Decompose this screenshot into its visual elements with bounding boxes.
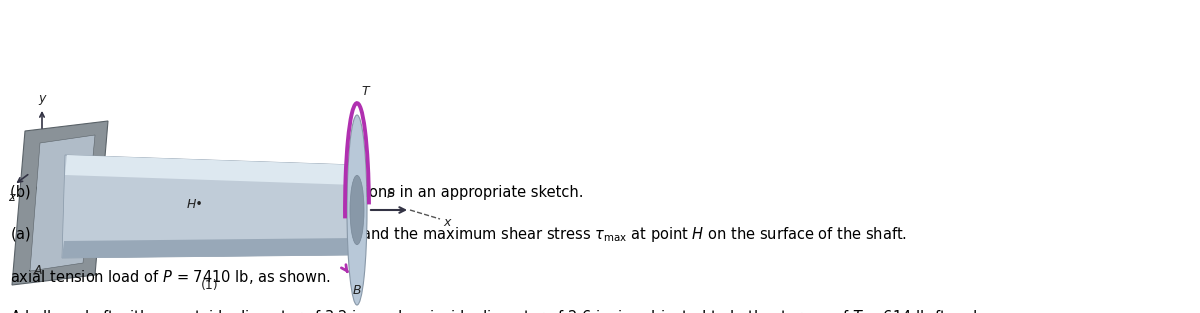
Text: A: A [34, 264, 42, 278]
Text: B: B [353, 284, 361, 297]
Text: T: T [361, 85, 368, 98]
Polygon shape [62, 238, 358, 258]
Text: (1): (1) [202, 279, 218, 291]
Ellipse shape [350, 175, 364, 245]
Text: A hollow shaft with an outside diameter of 3.2 in. and an inside diameter of 2.6: A hollow shaft with an outside diameter … [10, 308, 1001, 313]
Text: x: x [443, 215, 450, 228]
Text: y: y [38, 92, 46, 105]
Text: z: z [7, 191, 14, 204]
Text: (b) Show the stresses of part (a) and their directions in an appropriate sketch.: (b) Show the stresses of part (a) and th… [10, 185, 583, 200]
Ellipse shape [347, 115, 367, 305]
Text: H•: H• [187, 198, 203, 212]
Polygon shape [62, 155, 358, 258]
Text: (a) Determine the principal stresses ($\sigma_{p1}$ > $\sigma_{p2}$) and the max: (a) Determine the principal stresses ($\… [10, 225, 907, 246]
Text: axial tension load of $P$ = 7410 lb, as shown.: axial tension load of $P$ = 7410 lb, as … [10, 268, 330, 286]
Polygon shape [12, 121, 108, 285]
Polygon shape [65, 155, 358, 185]
Polygon shape [30, 135, 95, 271]
Text: P: P [386, 188, 394, 201]
